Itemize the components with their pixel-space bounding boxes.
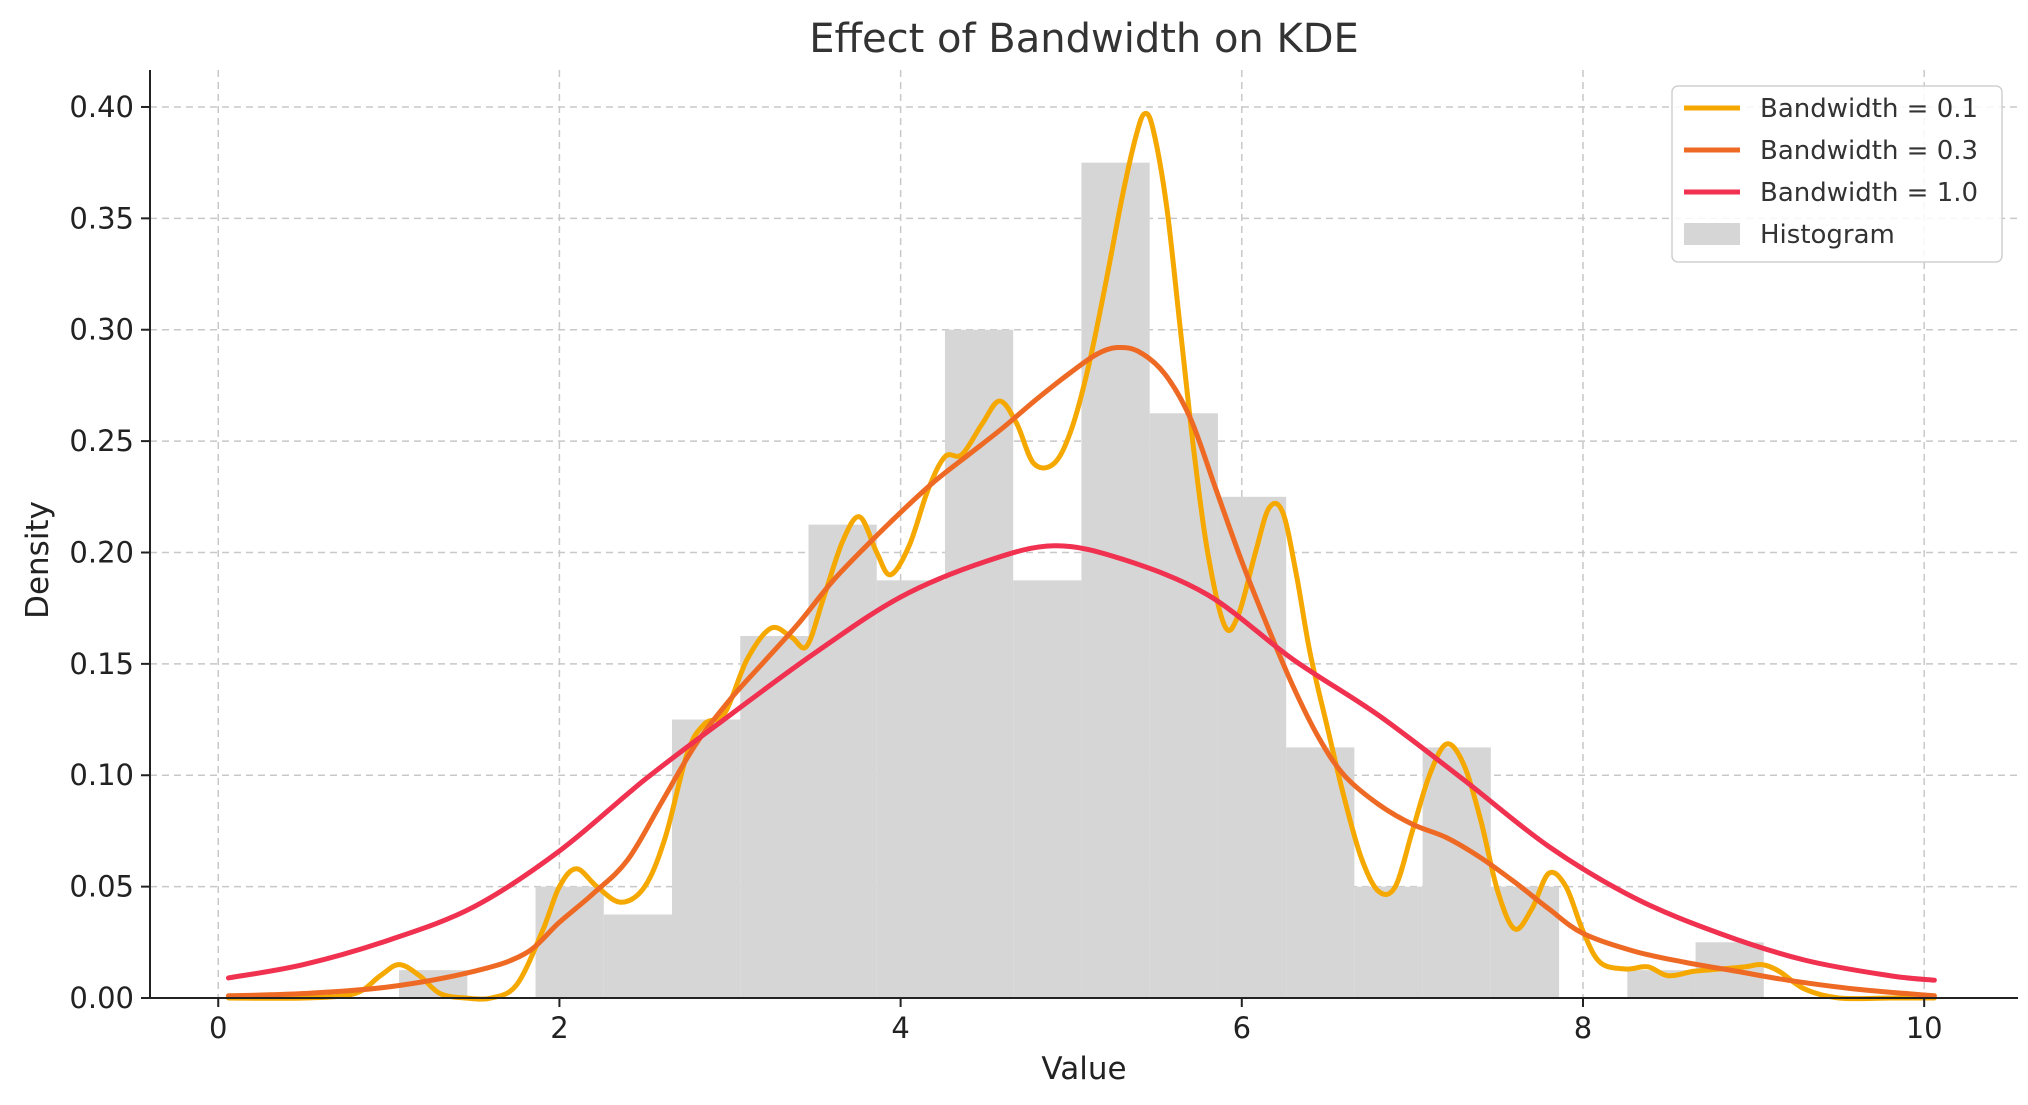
legend-label: Bandwidth = 0.1 — [1760, 94, 1978, 124]
histogram-bar — [1217, 496, 1287, 998]
histogram-bar — [1081, 162, 1150, 998]
histogram-bars — [399, 162, 1764, 999]
histogram-bar — [535, 886, 604, 998]
y-tick-label: 0.10 — [69, 758, 134, 792]
chart-title: Effect of Bandwidth on KDE — [809, 16, 1359, 62]
y-tick-label: 0.15 — [69, 647, 134, 681]
x-tick-label: 10 — [1906, 1011, 1943, 1045]
y-tick-label: 0.25 — [69, 424, 134, 458]
y-tick-label: 0.40 — [69, 90, 134, 124]
legend-label: Bandwidth = 0.3 — [1760, 136, 1978, 166]
histogram-bar — [1354, 886, 1423, 998]
x-tick-label: 8 — [1574, 1011, 1592, 1045]
y-tick-label: 0.05 — [69, 870, 134, 904]
chart-legend: Bandwidth = 0.1 Bandwidth = 0.3 Bandwidth … — [1671, 85, 2003, 263]
x-tick-label: 6 — [1233, 1011, 1251, 1045]
x-axis-label: Value — [1041, 1051, 1126, 1087]
histogram-bar — [740, 636, 809, 998]
histogram-bar — [1286, 747, 1355, 998]
x-tick-label: 0 — [209, 1011, 227, 1045]
histogram-bar — [1149, 413, 1218, 998]
histogram-bar — [603, 914, 673, 998]
histogram-bar — [1013, 580, 1082, 998]
kde-line-bw-0-1 — [225, 110, 1937, 1002]
y-tick-label: 0.35 — [69, 201, 134, 235]
axis-ticks: 0 2 4 6 8 10 0.00 0.05 0.10 0.15 0.20 0.25 0.30 0.35 0… — [69, 90, 1942, 1045]
kde-line-bw-0-3 — [225, 344, 1937, 999]
histogram-bar — [944, 329, 1014, 999]
y-axis-label: Density — [20, 501, 56, 619]
y-tick-label: 0.30 — [69, 313, 134, 347]
y-tick-label: 0.00 — [69, 981, 134, 1015]
axes — [149, 70, 2018, 999]
y-tick-label: 0.20 — [69, 535, 134, 569]
kde-line-bw-1-0 — [225, 543, 1937, 983]
legend-label: Bandwidth = 1.0 — [1760, 178, 1978, 208]
legend-box — [1671, 85, 2003, 263]
histogram-bar — [876, 580, 945, 998]
kde-lines — [225, 110, 1937, 1002]
histogram-bar — [1422, 747, 1491, 998]
legend-swatch-histogram — [1684, 223, 1740, 245]
x-tick-label: 4 — [891, 1011, 909, 1045]
legend-label: Histogram — [1760, 220, 1895, 250]
x-tick-label: 2 — [550, 1011, 568, 1045]
